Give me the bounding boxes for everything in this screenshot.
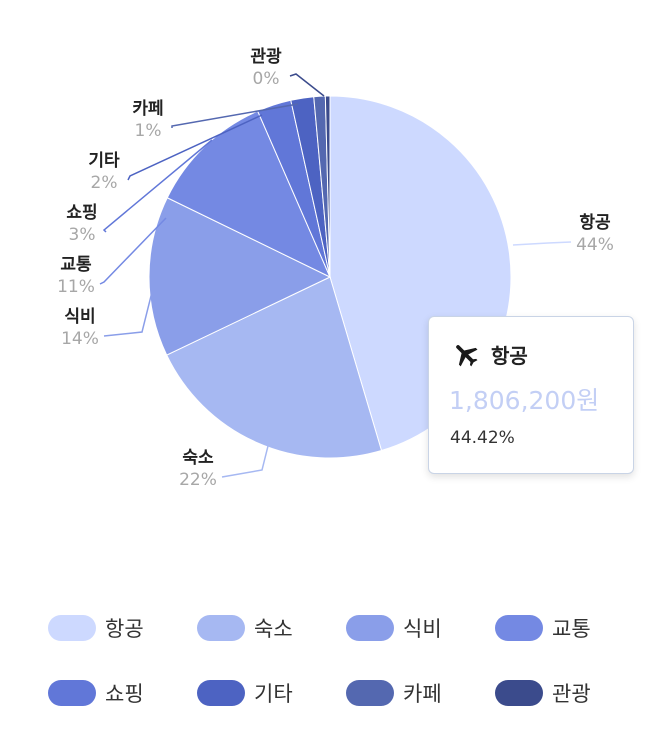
legend-item[interactable]: 카페 xyxy=(346,678,495,708)
tooltip-header: 항공 xyxy=(451,339,528,369)
legend-swatch xyxy=(346,615,394,641)
slice-percent-7: 1% xyxy=(135,121,162,141)
legend-swatch xyxy=(495,680,543,706)
slice-percent-2: 22% xyxy=(179,470,217,490)
slice-label-7: 카페 xyxy=(132,99,163,119)
legend-swatch xyxy=(495,615,543,641)
legend-label: 쇼핑 xyxy=(105,682,144,706)
slice-label-4: 교통 xyxy=(60,255,92,275)
leader-line-3 xyxy=(103,291,153,337)
slice-label-3: 식비 xyxy=(64,307,95,327)
legend-label: 숙소 xyxy=(254,617,293,641)
tooltip-category: 항공 xyxy=(491,343,528,368)
slice-percent-5: 3% xyxy=(69,225,96,245)
leader-line-2 xyxy=(221,445,269,478)
tooltip: 항공 1,806,200원 44.42% xyxy=(428,316,634,474)
legend-item[interactable]: 식비 xyxy=(346,613,495,643)
legend-label: 교통 xyxy=(552,617,591,641)
legend-label: 관광 xyxy=(552,682,591,706)
slice-label-1: 항공 xyxy=(579,212,611,233)
slice-percent-4: 11% xyxy=(57,277,95,297)
slice-percent-1: 44% xyxy=(576,235,614,255)
slice-label-6: 기타 xyxy=(88,151,120,171)
legend-item[interactable]: 교통 xyxy=(495,613,644,643)
slice-label-2: 숙소 xyxy=(182,448,214,468)
legend-item[interactable]: 관광 xyxy=(495,678,644,708)
slice-percent-8: 0% xyxy=(253,69,280,89)
legend-item[interactable]: 숙소 xyxy=(197,613,346,643)
legend-label: 카페 xyxy=(403,682,442,706)
slice-label-8: 관광 xyxy=(250,47,282,67)
tooltip-percent: 44.42% xyxy=(450,428,515,448)
leader-line-6 xyxy=(127,114,263,181)
legend-row: 쇼핑 기타 카페 관광 xyxy=(48,673,648,713)
pie-slice-8[interactable] xyxy=(324,95,331,278)
slice-percent-3: 14% xyxy=(61,329,99,349)
leader-line-5 xyxy=(102,139,213,233)
tooltip-amount: 1,806,200원 xyxy=(449,386,600,415)
leader-line-7 xyxy=(171,103,299,128)
slice-percent-6: 2% xyxy=(91,173,118,193)
legend-swatch xyxy=(197,680,245,706)
pie-slice-3[interactable] xyxy=(148,197,332,356)
legend-row: 항공 숙소 식비 교통 xyxy=(48,608,648,648)
leader-line-8 xyxy=(289,73,325,97)
legend-label: 기타 xyxy=(254,682,293,706)
legend-swatch xyxy=(346,680,394,706)
leader-line-1 xyxy=(512,241,572,246)
legend-label: 식비 xyxy=(403,617,442,641)
slice-label-5: 쇼핑 xyxy=(66,203,97,223)
legend-swatch xyxy=(197,615,245,641)
legend-label: 항공 xyxy=(105,617,144,641)
airplane-icon xyxy=(456,345,478,367)
legend-swatch xyxy=(48,615,96,641)
legend-item[interactable]: 항공 xyxy=(48,613,197,643)
legend-item[interactable]: 기타 xyxy=(197,678,346,708)
leader-line-4 xyxy=(99,217,167,285)
legend-swatch xyxy=(48,680,96,706)
pie-slice-2[interactable] xyxy=(166,276,383,459)
legend-item[interactable]: 쇼핑 xyxy=(48,678,197,708)
